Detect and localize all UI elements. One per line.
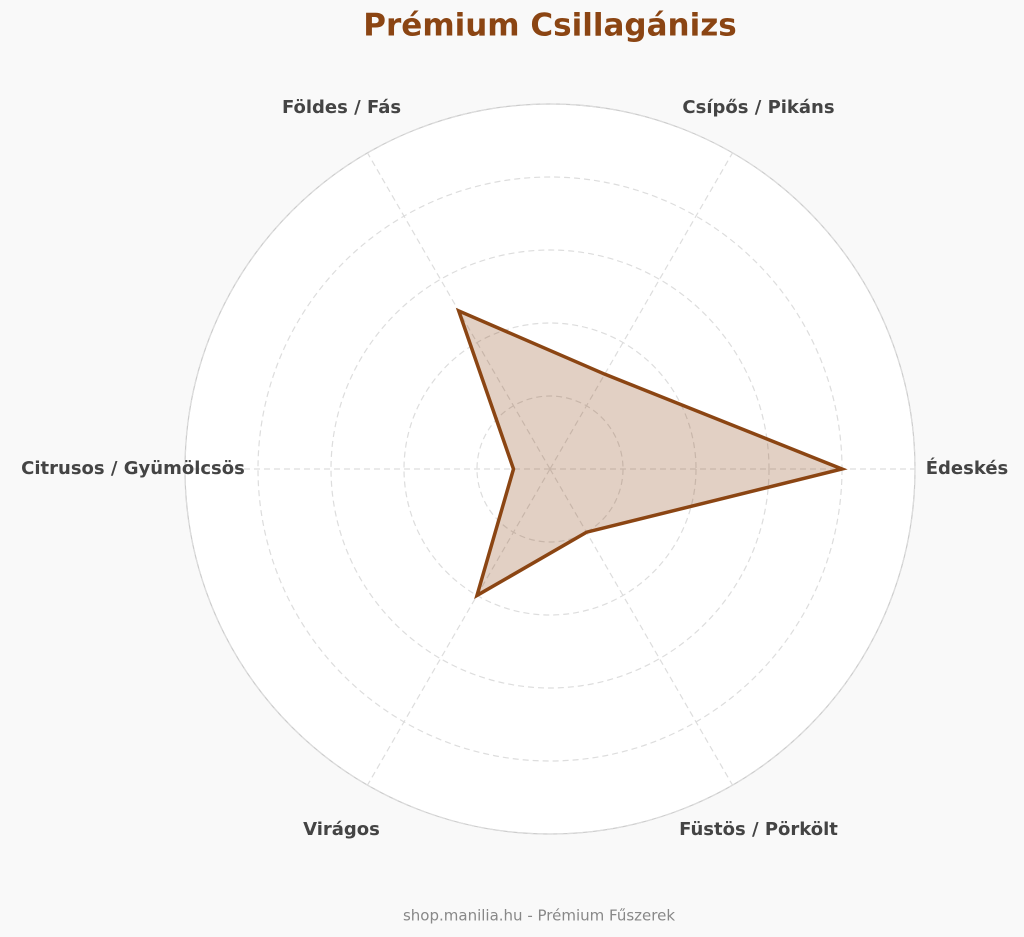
footer: shop.manilia.hu - Prémium Fűszerek [403, 907, 675, 925]
grid-ring [330, 249, 770, 689]
radar-area [455, 307, 848, 600]
axis-label: Édeskés [926, 457, 1009, 479]
spoke [366, 468, 551, 786]
axis-label: Földes / Fás [282, 97, 401, 118]
axis-label: Virágos [303, 819, 380, 840]
spoke [549, 152, 734, 470]
chart-title: Prémium Csillagánizs [363, 8, 736, 44]
axis-label: Füstös / Pörkölt [679, 819, 838, 840]
spoke [549, 468, 734, 786]
axis-label: Citrusos / Gyümölcsös [21, 458, 245, 479]
axis-label: Csípős / Pikáns [682, 97, 834, 118]
